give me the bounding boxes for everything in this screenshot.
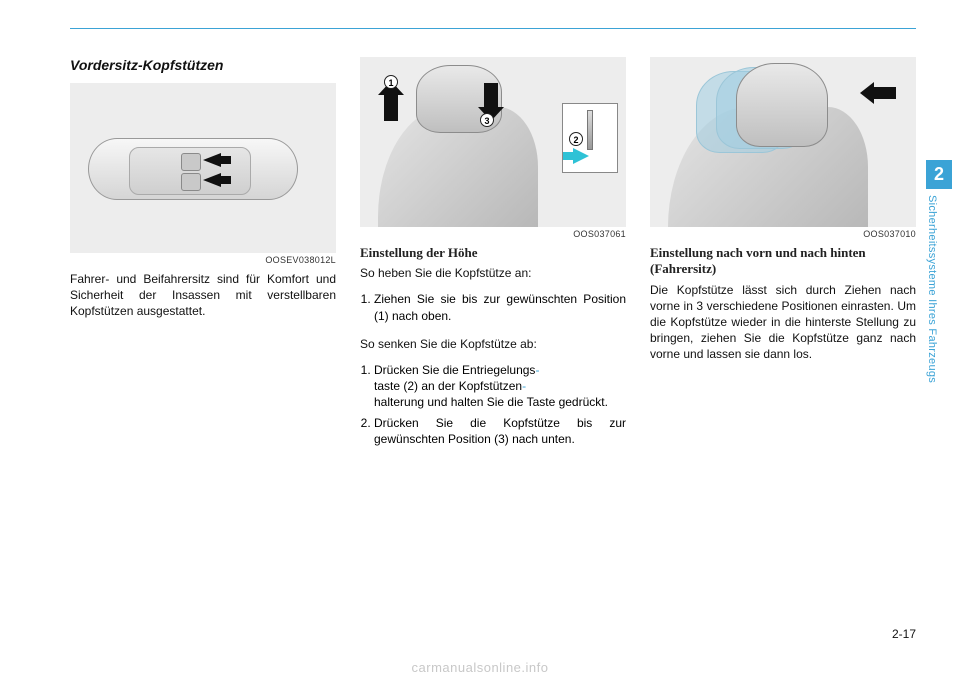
arrow-down-icon (484, 83, 498, 107)
content-columns: Vordersitz-Kopfstützen OOSEV038012L Fahr… (70, 57, 916, 457)
callout-1: 1 (384, 75, 398, 89)
paragraph: Fahrer- und Beifahrersitz sind für Komfo… (70, 271, 336, 320)
arrow-icon (203, 153, 221, 167)
figure-headrest-height: 1 3 2 (360, 57, 626, 227)
section-title: Vordersitz-Kopfstützen (70, 57, 336, 73)
hyphen-break: - (535, 363, 539, 377)
callout-2: 2 (569, 132, 583, 146)
paragraph: So heben Sie die Kopfstütze an: (360, 265, 626, 281)
callout-3: 3 (480, 113, 494, 127)
figure-code: OOS037061 (360, 229, 626, 239)
front-seat-left-icon (181, 153, 201, 171)
car-outline (88, 138, 298, 200)
page-number: 2-17 (892, 627, 916, 641)
figure-code: OOS037010 (650, 229, 916, 239)
body-text: Die Kopfstütze lässt sich durch Ziehen n… (650, 282, 916, 363)
subheading: Einstellung der Höhe (360, 245, 626, 261)
chapter-label: Sicherheitssysteme Ihres Fahrzeugs (926, 189, 938, 383)
body-text: So heben Sie die Kopfstütze an: (360, 265, 626, 281)
arrow-icon (203, 173, 221, 187)
text-fragment: halterung und halten Sie die Taste gedrü… (374, 395, 608, 409)
text-fragment: Drücken Sie die Entriegelungs (374, 363, 535, 377)
column-1: Vordersitz-Kopfstützen OOSEV038012L Fahr… (70, 57, 336, 457)
figure-code: OOSEV038012L (70, 255, 336, 265)
list-item: Drücken Sie die Entriegelungs- taste (2)… (374, 362, 626, 411)
arrow-left-icon (872, 87, 896, 99)
column-3: OOS037010 Einstellung nach vorn und nach… (650, 57, 916, 457)
column-2: 1 3 2 OOS037061 Einstellung der Höhe So … (360, 57, 626, 457)
inset-detail: 2 (562, 103, 618, 173)
front-seat-right-icon (181, 173, 201, 191)
hyphen-break: - (522, 379, 526, 393)
paragraph: So senken Sie die Kopfstütze ab: (360, 336, 626, 352)
list-item: Drücken Sie die Kopfstütze bis zur gewün… (374, 415, 626, 447)
figure-car-top-view (70, 83, 336, 253)
arrow-up-icon (384, 93, 398, 121)
ordered-list: Drücken Sie die Entriegelungs- taste (2)… (360, 362, 626, 447)
chapter-number: 2 (926, 160, 952, 189)
body-text: Fahrer- und Beifahrersitz sind für Komfo… (70, 271, 336, 320)
ordered-list: Ziehen Sie sie bis zur gewünschten Posit… (360, 291, 626, 323)
headrest-icon (736, 63, 828, 147)
figure-headrest-foreaft (650, 57, 916, 227)
headrest-post-icon (587, 110, 593, 150)
body-text: So senken Sie die Kopfstütze ab: (360, 336, 626, 352)
subheading: Einstellung nach vorn und nach hinten (F… (650, 245, 916, 278)
watermark: carmanualsonline.info (412, 660, 549, 675)
chapter-side-tab: 2 Sicherheitssysteme Ihres Fahrzeugs (926, 160, 952, 383)
paragraph: Die Kopfstütze lässt sich durch Ziehen n… (650, 282, 916, 363)
arrow-press-icon (573, 148, 589, 164)
list-item: Ziehen Sie sie bis zur gewünschten Posit… (374, 291, 626, 323)
page: Vordersitz-Kopfstützen OOSEV038012L Fahr… (0, 0, 960, 689)
text-fragment: taste (2) an der Kopfstützen (374, 379, 522, 393)
top-rule (70, 28, 916, 29)
